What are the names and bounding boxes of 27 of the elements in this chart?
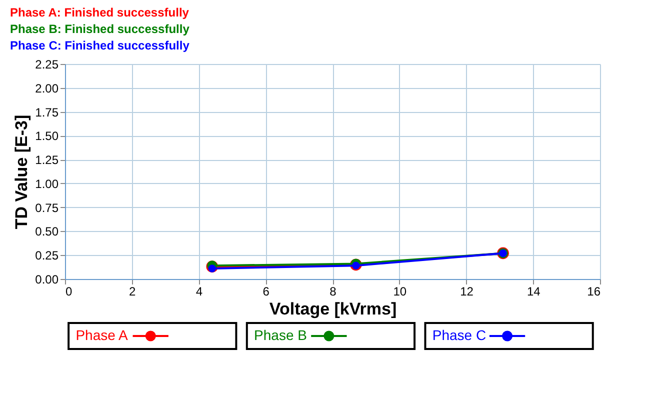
y-tick-label: 1.50 bbox=[35, 129, 59, 144]
x-tick-label: 14 bbox=[526, 284, 541, 298]
y-tick-label: 0.00 bbox=[35, 272, 59, 286]
x-tick-label: 2 bbox=[129, 284, 136, 298]
x-tick-label: 0 bbox=[66, 284, 72, 298]
text: Phase C: Finished successfully bbox=[10, 38, 190, 53]
y-tick-label: 2.25 bbox=[35, 58, 59, 72]
y-tick-label: 0.75 bbox=[35, 200, 59, 215]
y-axis-title: TD Value [E-3] bbox=[12, 114, 32, 230]
x-tick-label: 16 bbox=[587, 284, 601, 298]
x-axis-title: Voltage [kVrms] bbox=[269, 300, 397, 318]
y-tick-label: 2.00 bbox=[35, 81, 59, 96]
x-tick-label: 4 bbox=[196, 284, 203, 298]
y-tick-label: 1.00 bbox=[35, 176, 59, 191]
x-tick-label: 12 bbox=[460, 284, 474, 298]
y-tick-label: 1.25 bbox=[35, 153, 59, 168]
y-tick-label: 0.25 bbox=[35, 248, 59, 263]
text: Phase A: Finished successfully bbox=[10, 5, 190, 20]
x-tick-label: 10 bbox=[393, 284, 407, 298]
legend-label: Phase A bbox=[76, 327, 129, 343]
x-tick-label: 8 bbox=[330, 284, 337, 298]
legend-label: Phase C bbox=[432, 327, 486, 343]
text: Phase B: Finished successfully bbox=[10, 22, 190, 36]
y-tick-label: 1.75 bbox=[35, 105, 59, 120]
x-tick-label: 6 bbox=[262, 284, 270, 298]
y-tick-label: 0.50 bbox=[35, 224, 59, 239]
legend-label: Phase B bbox=[254, 327, 307, 343]
